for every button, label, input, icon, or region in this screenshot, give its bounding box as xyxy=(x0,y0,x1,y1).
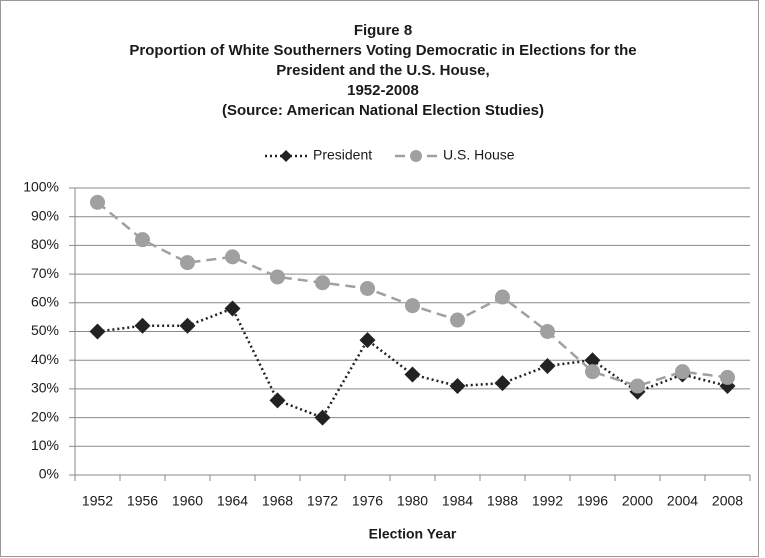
x-tick-label: 1988 xyxy=(487,493,518,509)
point xyxy=(630,378,645,394)
point xyxy=(269,392,286,409)
x-tick-label: 1968 xyxy=(262,493,293,509)
x-tick-label: 2004 xyxy=(667,493,698,509)
y-tick-label: 100% xyxy=(23,179,59,195)
chart-title: Proportion of White Southerners Voting D… xyxy=(129,42,636,59)
y-tick-label: 10% xyxy=(31,437,59,453)
point xyxy=(180,255,195,271)
point xyxy=(720,369,735,385)
x-tick-label: 1980 xyxy=(397,493,428,509)
x-tick-label: 1984 xyxy=(442,493,473,509)
point xyxy=(225,249,240,265)
point xyxy=(539,357,556,374)
legend-label: President xyxy=(313,147,372,163)
x-tick-label: 1996 xyxy=(577,493,608,509)
point xyxy=(540,324,555,339)
legend-label: U.S. House xyxy=(443,147,515,163)
y-tick-label: 50% xyxy=(31,322,59,338)
point xyxy=(314,409,331,426)
point xyxy=(359,332,376,349)
x-tick-label: 1960 xyxy=(172,493,203,509)
point xyxy=(315,275,330,291)
x-tick-label: 1976 xyxy=(352,493,383,509)
point xyxy=(495,289,510,305)
point xyxy=(675,364,690,380)
point xyxy=(134,317,151,334)
y-tick-label: 80% xyxy=(31,236,59,252)
point xyxy=(494,375,511,392)
legend-marker xyxy=(280,150,292,162)
y-tick-label: 40% xyxy=(31,351,59,367)
point xyxy=(224,300,241,317)
y-tick-label: 90% xyxy=(31,207,59,223)
x-tick-label: 1956 xyxy=(127,493,158,509)
point xyxy=(584,352,601,369)
point xyxy=(90,194,105,210)
x-tick-label: 1992 xyxy=(532,493,563,509)
y-tick-label: 30% xyxy=(31,380,59,396)
y-tick-label: 70% xyxy=(31,265,59,281)
y-tick-label: 20% xyxy=(31,408,59,424)
point xyxy=(405,298,420,314)
x-tick-label: 2008 xyxy=(712,493,743,509)
x-tick-label: 1952 xyxy=(82,493,113,509)
point xyxy=(585,364,600,380)
point xyxy=(360,280,375,296)
point xyxy=(179,317,196,334)
point xyxy=(89,323,106,340)
chart-title: 1952-2008 xyxy=(347,82,419,99)
x-tick-label: 1972 xyxy=(307,493,338,509)
y-tick-label: 0% xyxy=(39,466,59,482)
legend-marker xyxy=(410,150,422,162)
x-tick-label: 1964 xyxy=(217,493,248,509)
point xyxy=(449,378,466,395)
y-tick-label: 60% xyxy=(31,294,59,310)
point xyxy=(450,312,465,328)
chart-title: Figure 8 xyxy=(354,22,412,39)
point xyxy=(270,269,285,285)
x-tick-label: 2000 xyxy=(622,493,653,509)
chart-title: President and the U.S. House, xyxy=(276,62,489,79)
x-axis-label: Election Year xyxy=(369,526,457,542)
point xyxy=(135,232,150,248)
chart-title: (Source: American National Election Stud… xyxy=(222,102,544,119)
point xyxy=(404,366,421,383)
